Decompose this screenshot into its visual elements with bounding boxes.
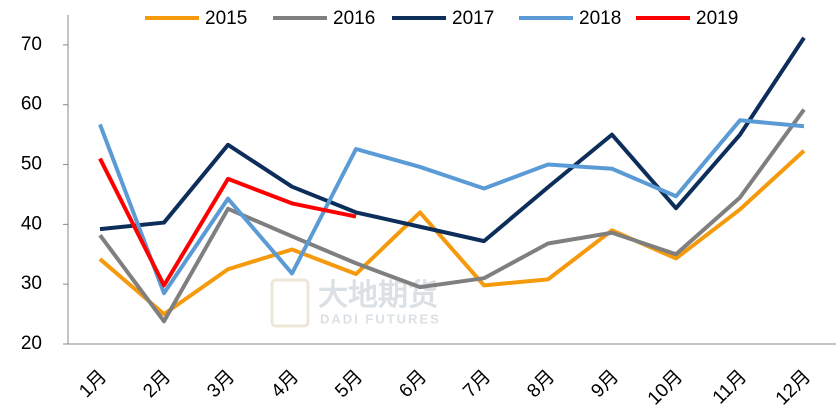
x-tick-label: 6月: [395, 366, 431, 402]
legend-label: 2015: [205, 8, 247, 29]
x-tick-label: 5月: [331, 366, 367, 402]
y-tick-label: 40: [21, 213, 42, 234]
x-tick-label: 2月: [139, 366, 175, 402]
y-tick-label: 20: [21, 333, 42, 354]
x-tick-label: 7月: [459, 366, 495, 402]
x-tick-label: 8月: [523, 366, 559, 402]
y-tick-label: 50: [21, 154, 42, 175]
series-line: [98, 108, 806, 324]
legend-label: 2016: [333, 8, 375, 29]
x-tick-label: 9月: [587, 366, 623, 402]
y-tick-label: 70: [21, 34, 42, 55]
series-line: [98, 149, 806, 317]
watermark-logo: [270, 278, 310, 328]
x-tick-label: 1月: [75, 366, 111, 402]
legend-label: 2019: [696, 8, 738, 29]
series-line: [99, 36, 806, 244]
x-tick-label: 12月: [772, 366, 815, 409]
series-line: [98, 157, 357, 288]
watermark: 大地期货 DADI FUTURES: [270, 278, 441, 328]
legend-label: 2018: [579, 8, 621, 29]
x-tick-label: 11月: [709, 366, 751, 408]
watermark-text: DADI FUTURES: [320, 311, 441, 326]
series-line: [98, 118, 805, 296]
watermark-text: 大地期货: [318, 278, 438, 312]
x-tick-label: 4月: [267, 366, 303, 402]
y-tick-label: 60: [21, 94, 42, 115]
y-tick-label: 30: [21, 273, 42, 294]
x-tick-label: 10月: [644, 366, 687, 409]
legend: 2015 2016 2017 2018 2019: [145, 8, 738, 29]
x-tick-label: 3月: [203, 366, 239, 402]
legend-label: 2017: [452, 8, 494, 29]
